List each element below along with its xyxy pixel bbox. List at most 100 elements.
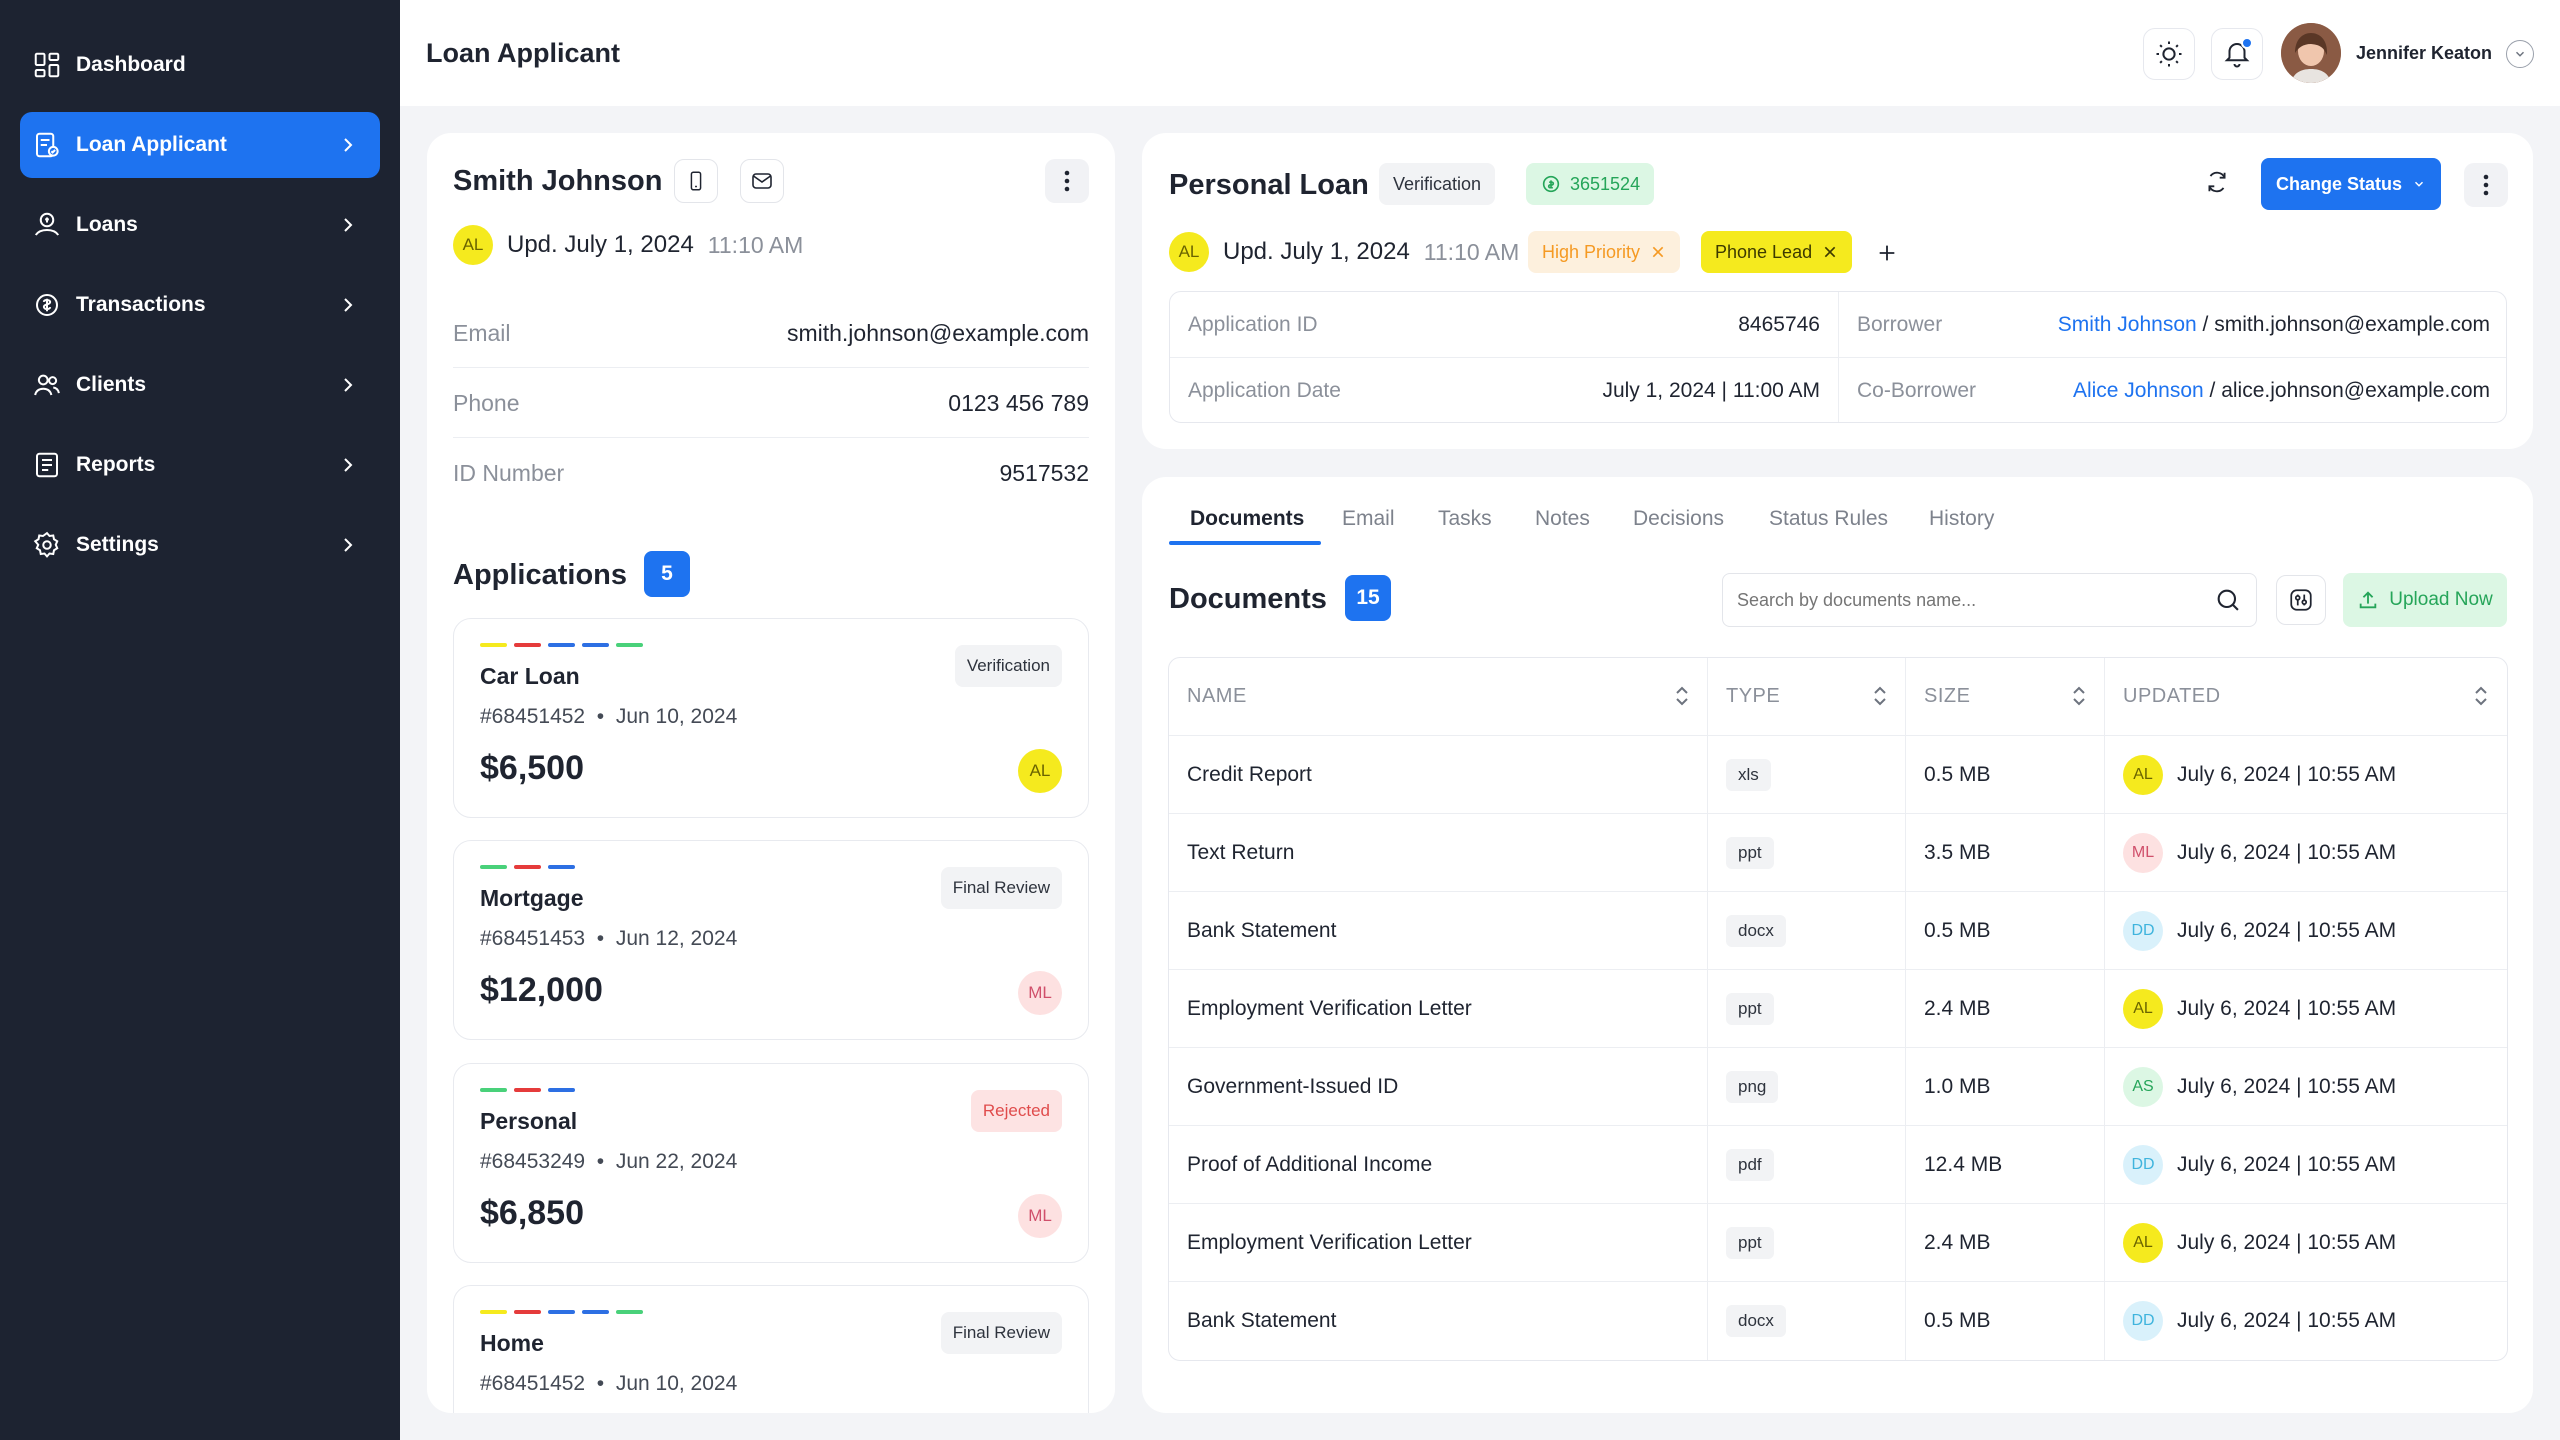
application-meta: #68451452 • Jun 10, 2024 <box>480 705 738 728</box>
sidebar-item-loan-applicant[interactable]: Loan Applicant <box>20 112 380 178</box>
sidebar-item-settings[interactable]: Settings <box>20 512 380 578</box>
applicant-name: Smith Johnson <box>453 165 663 197</box>
doc-name: Proof of Additional Income <box>1169 1126 1708 1203</box>
loans-icon <box>34 212 60 236</box>
application-meta: #68451452 • Jun 10, 2024 <box>480 1372 738 1395</box>
avatar: AL <box>1018 749 1062 793</box>
table-row[interactable]: Employment Verification Letter ppt 2.4 M… <box>1169 970 2507 1048</box>
loan-more-button[interactable] <box>2464 163 2508 207</box>
theme-toggle-button[interactable] <box>2143 28 2195 80</box>
application-card[interactable]: Car Loan #68451452 • Jun 10, 2024 $6,500… <box>453 618 1089 818</box>
status-badge: Final Review <box>940 867 1062 909</box>
application-card[interactable]: Home #68451452 • Jun 10, 2024 Final Revi… <box>453 1285 1089 1413</box>
doc-size: 0.5 MB <box>1906 736 2105 813</box>
search-input[interactable] <box>1737 574 2187 626</box>
column-header-updated[interactable]: UPDATED <box>2105 658 2506 735</box>
progress-stripes <box>480 865 575 869</box>
progress-stripes <box>480 1310 643 1314</box>
borrower-link[interactable]: Smith Johnson <box>2057 313 2197 336</box>
avatar: AL <box>453 225 493 265</box>
tab-email[interactable]: Email <box>1342 507 1395 530</box>
documents-count-badge: 15 <box>1345 575 1391 621</box>
doc-updated: July 6, 2024 | 10:55 AM <box>2177 918 2397 942</box>
column-header-type[interactable]: TYPE <box>1708 658 1906 735</box>
user-menu-button[interactable] <box>2506 40 2534 68</box>
user-photo-icon <box>2281 23 2341 83</box>
filter-icon <box>2290 589 2312 611</box>
applicant-updated: AL Upd. July 1, 2024 11:10 AM <box>453 225 803 265</box>
application-title: Car Loan <box>480 663 580 689</box>
email-button[interactable] <box>740 159 784 203</box>
sidebar-item-label: Reports <box>76 453 156 476</box>
field-label: Email <box>453 320 511 346</box>
table-row[interactable]: Government-Issued ID png 1.0 MB AS July 6… <box>1169 1048 2507 1126</box>
coborrower-link[interactable]: Alice Johnson <box>2072 379 2204 402</box>
chevron-right-icon <box>344 218 353 232</box>
tab-history[interactable]: History <box>1929 507 1995 530</box>
upload-icon <box>2360 591 2377 609</box>
table-row[interactable]: Employment Verification Letter ppt 2.4 M… <box>1169 1204 2507 1282</box>
chevron-down-icon <box>2415 181 2424 187</box>
tab-status-rules[interactable]: Status Rules <box>1769 507 1889 530</box>
change-status-button[interactable]: Change Status <box>2261 158 2441 210</box>
tab-documents[interactable]: Documents <box>1190 507 1305 530</box>
doc-name: Government-Issued ID <box>1169 1048 1708 1125</box>
sidebar-item-transactions[interactable]: Transactions <box>20 272 380 338</box>
sidebar-item-label: Loan Applicant <box>76 133 227 156</box>
coborrower-cell: Co-Borrower Alice Johnson / alice.johnso… <box>1857 379 2490 402</box>
sidebar-item-label: Transactions <box>76 293 206 316</box>
avatar: AL <box>2123 754 2163 795</box>
documents-card: Documents Email Tasks Notes Decisions St… <box>1142 477 2533 1413</box>
tab-tasks[interactable]: Tasks <box>1438 507 1492 530</box>
avatar: AL <box>2123 1222 2163 1263</box>
application-meta: #68453249 • Jun 22, 2024 <box>480 1150 738 1173</box>
table-row[interactable]: Text Return ppt 3.5 MB ML July 6, 2024 | … <box>1169 814 2507 892</box>
tab-decisions[interactable]: Decisions <box>1633 507 1725 530</box>
column-header-name[interactable]: NAME <box>1169 658 1708 735</box>
tab-notes[interactable]: Notes <box>1535 507 1590 530</box>
phone-row: Phone 0123 456 789 <box>453 368 1089 438</box>
table-row[interactable]: Bank Statement docx 0.5 MB DD July 6, 202… <box>1169 892 2507 970</box>
table-row[interactable]: Credit Report xls 0.5 MB AL July 6, 2024 … <box>1169 736 2507 814</box>
doc-type-badge: ppt <box>1726 1226 1774 1259</box>
applicant-more-button[interactable] <box>1045 159 1089 203</box>
sidebar-item-clients[interactable]: Clients <box>20 352 380 418</box>
upload-now-button[interactable]: Upload Now <box>2343 573 2507 627</box>
avatar: DD <box>2123 910 2163 951</box>
sidebar-item-dashboard[interactable]: Dashboard <box>20 32 380 98</box>
refresh-button[interactable] <box>2195 160 2239 204</box>
progress-stripes <box>480 1088 575 1092</box>
reports-icon <box>36 452 58 478</box>
filter-button[interactable] <box>2276 575 2326 625</box>
avatar: DD <box>2123 1144 2163 1185</box>
sidebar-item-loans[interactable]: Loans <box>20 192 380 258</box>
application-card[interactable]: Personal #68453249 • Jun 22, 2024 $6,850… <box>453 1063 1089 1263</box>
plus-icon <box>1879 245 1895 261</box>
call-button[interactable] <box>674 159 718 203</box>
sort-icon <box>1874 686 1886 706</box>
close-icon[interactable] <box>1650 244 1666 260</box>
chevron-right-icon <box>344 378 353 392</box>
doc-updated: July 6, 2024 | 10:55 AM <box>2177 1309 2397 1332</box>
chevron-right-icon <box>344 138 353 152</box>
sort-icon <box>2073 686 2085 706</box>
application-card[interactable]: Mortgage #68451453 • Jun 12, 2024 $12,00… <box>453 840 1089 1040</box>
table-row[interactable]: Proof of Additional Income pdf 12.4 MB D… <box>1169 1126 2507 1204</box>
refresh-money-icon <box>1542 175 1560 193</box>
search-icon[interactable] <box>2214 586 2242 614</box>
status-badge: Rejected <box>970 1090 1062 1132</box>
application-date-cell: Application Date July 1, 2024 | 11:00 AM <box>1188 379 1820 402</box>
close-icon[interactable] <box>1822 244 1838 260</box>
notifications-button[interactable] <box>2211 28 2263 80</box>
doc-updated: July 6, 2024 | 10:55 AM <box>2177 1152 2397 1176</box>
column-header-size[interactable]: SIZE <box>1906 658 2105 735</box>
sidebar-item-reports[interactable]: Reports <box>20 432 380 498</box>
doc-size: 12.4 MB <box>1906 1126 2105 1203</box>
more-vertical-icon <box>2483 174 2489 196</box>
table-header: NAME TYPE SIZE UPDATED <box>1169 658 2507 736</box>
user-avatar[interactable] <box>2281 23 2341 83</box>
add-tag-button[interactable] <box>1868 234 1906 272</box>
chevron-right-icon <box>344 298 353 312</box>
loan-number-badge: 3651524 <box>1526 163 1655 205</box>
table-row[interactable]: Bank Statement docx 0.5 MB DD July 6, 202… <box>1169 1282 2507 1360</box>
